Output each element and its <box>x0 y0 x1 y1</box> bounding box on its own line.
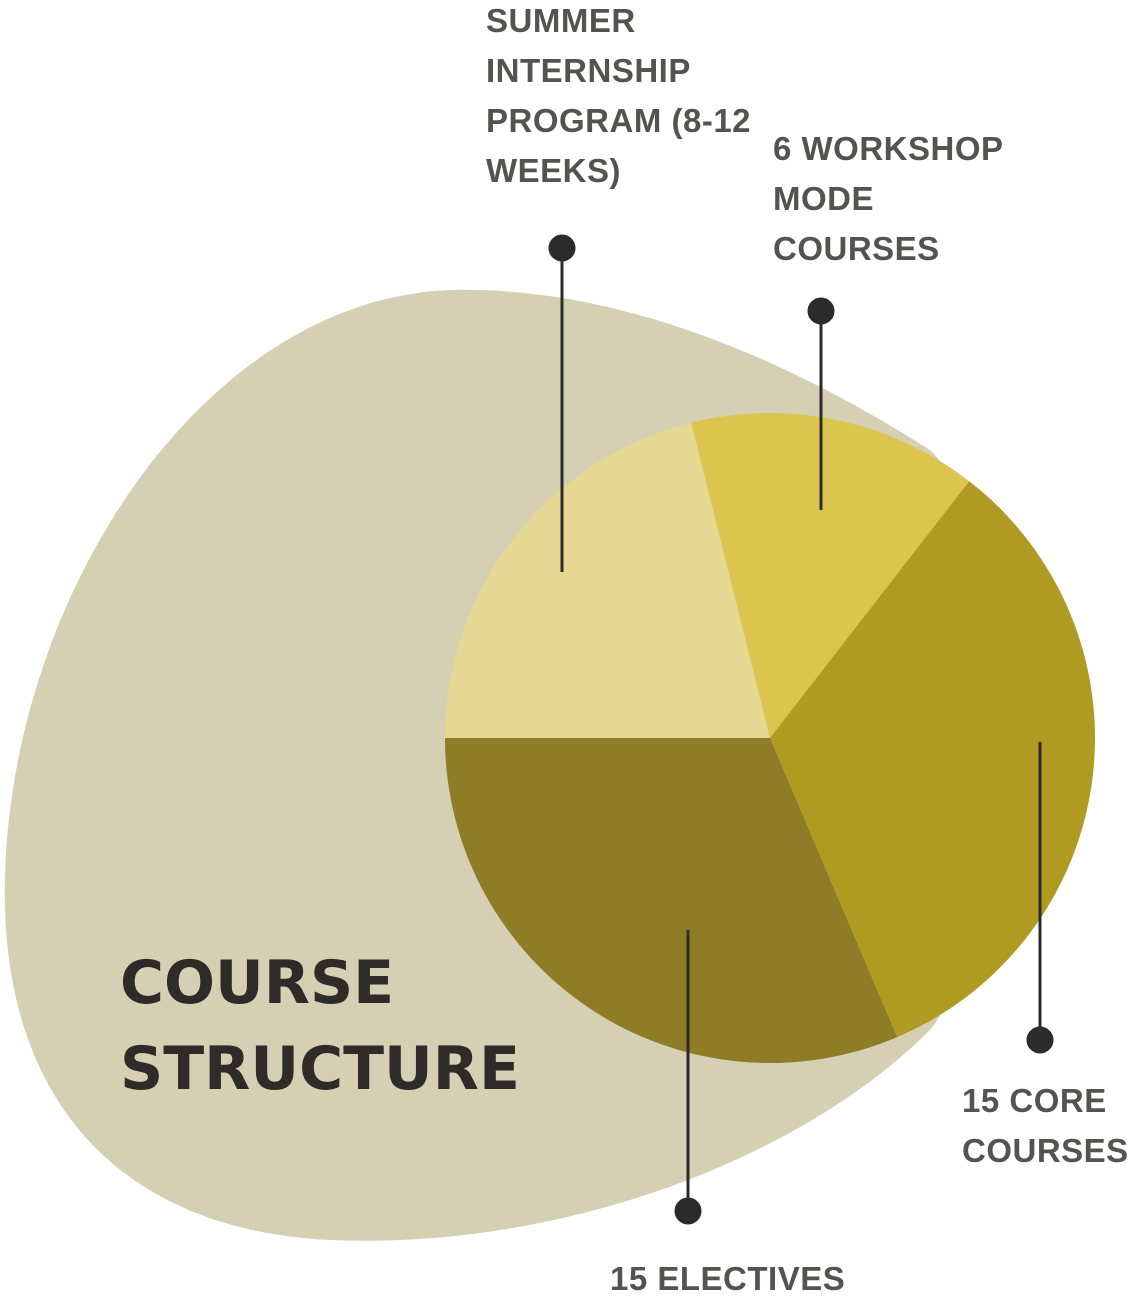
slice-label: 15 CORE COURSES <box>962 1082 1129 1169</box>
leader-dot <box>1026 1026 1054 1054</box>
leader-dot <box>548 234 576 262</box>
leader-dot <box>807 297 835 325</box>
pie-slice <box>445 738 898 1064</box>
slice-label: 6 WORKSHOP MODE COURSES <box>773 130 1003 267</box>
slice-label: 15 ELECTIVES <box>610 1260 846 1297</box>
pie-slice <box>445 422 770 738</box>
chart-title: COURSE STRUCTURE <box>120 948 520 1104</box>
pie-slice <box>770 481 1095 1038</box>
leader-dot <box>674 1197 702 1225</box>
slice-label: SUMMER INTERNSHIP PROGRAM (8-12 WEEKS) <box>486 2 752 189</box>
pie-slice <box>691 412 970 738</box>
